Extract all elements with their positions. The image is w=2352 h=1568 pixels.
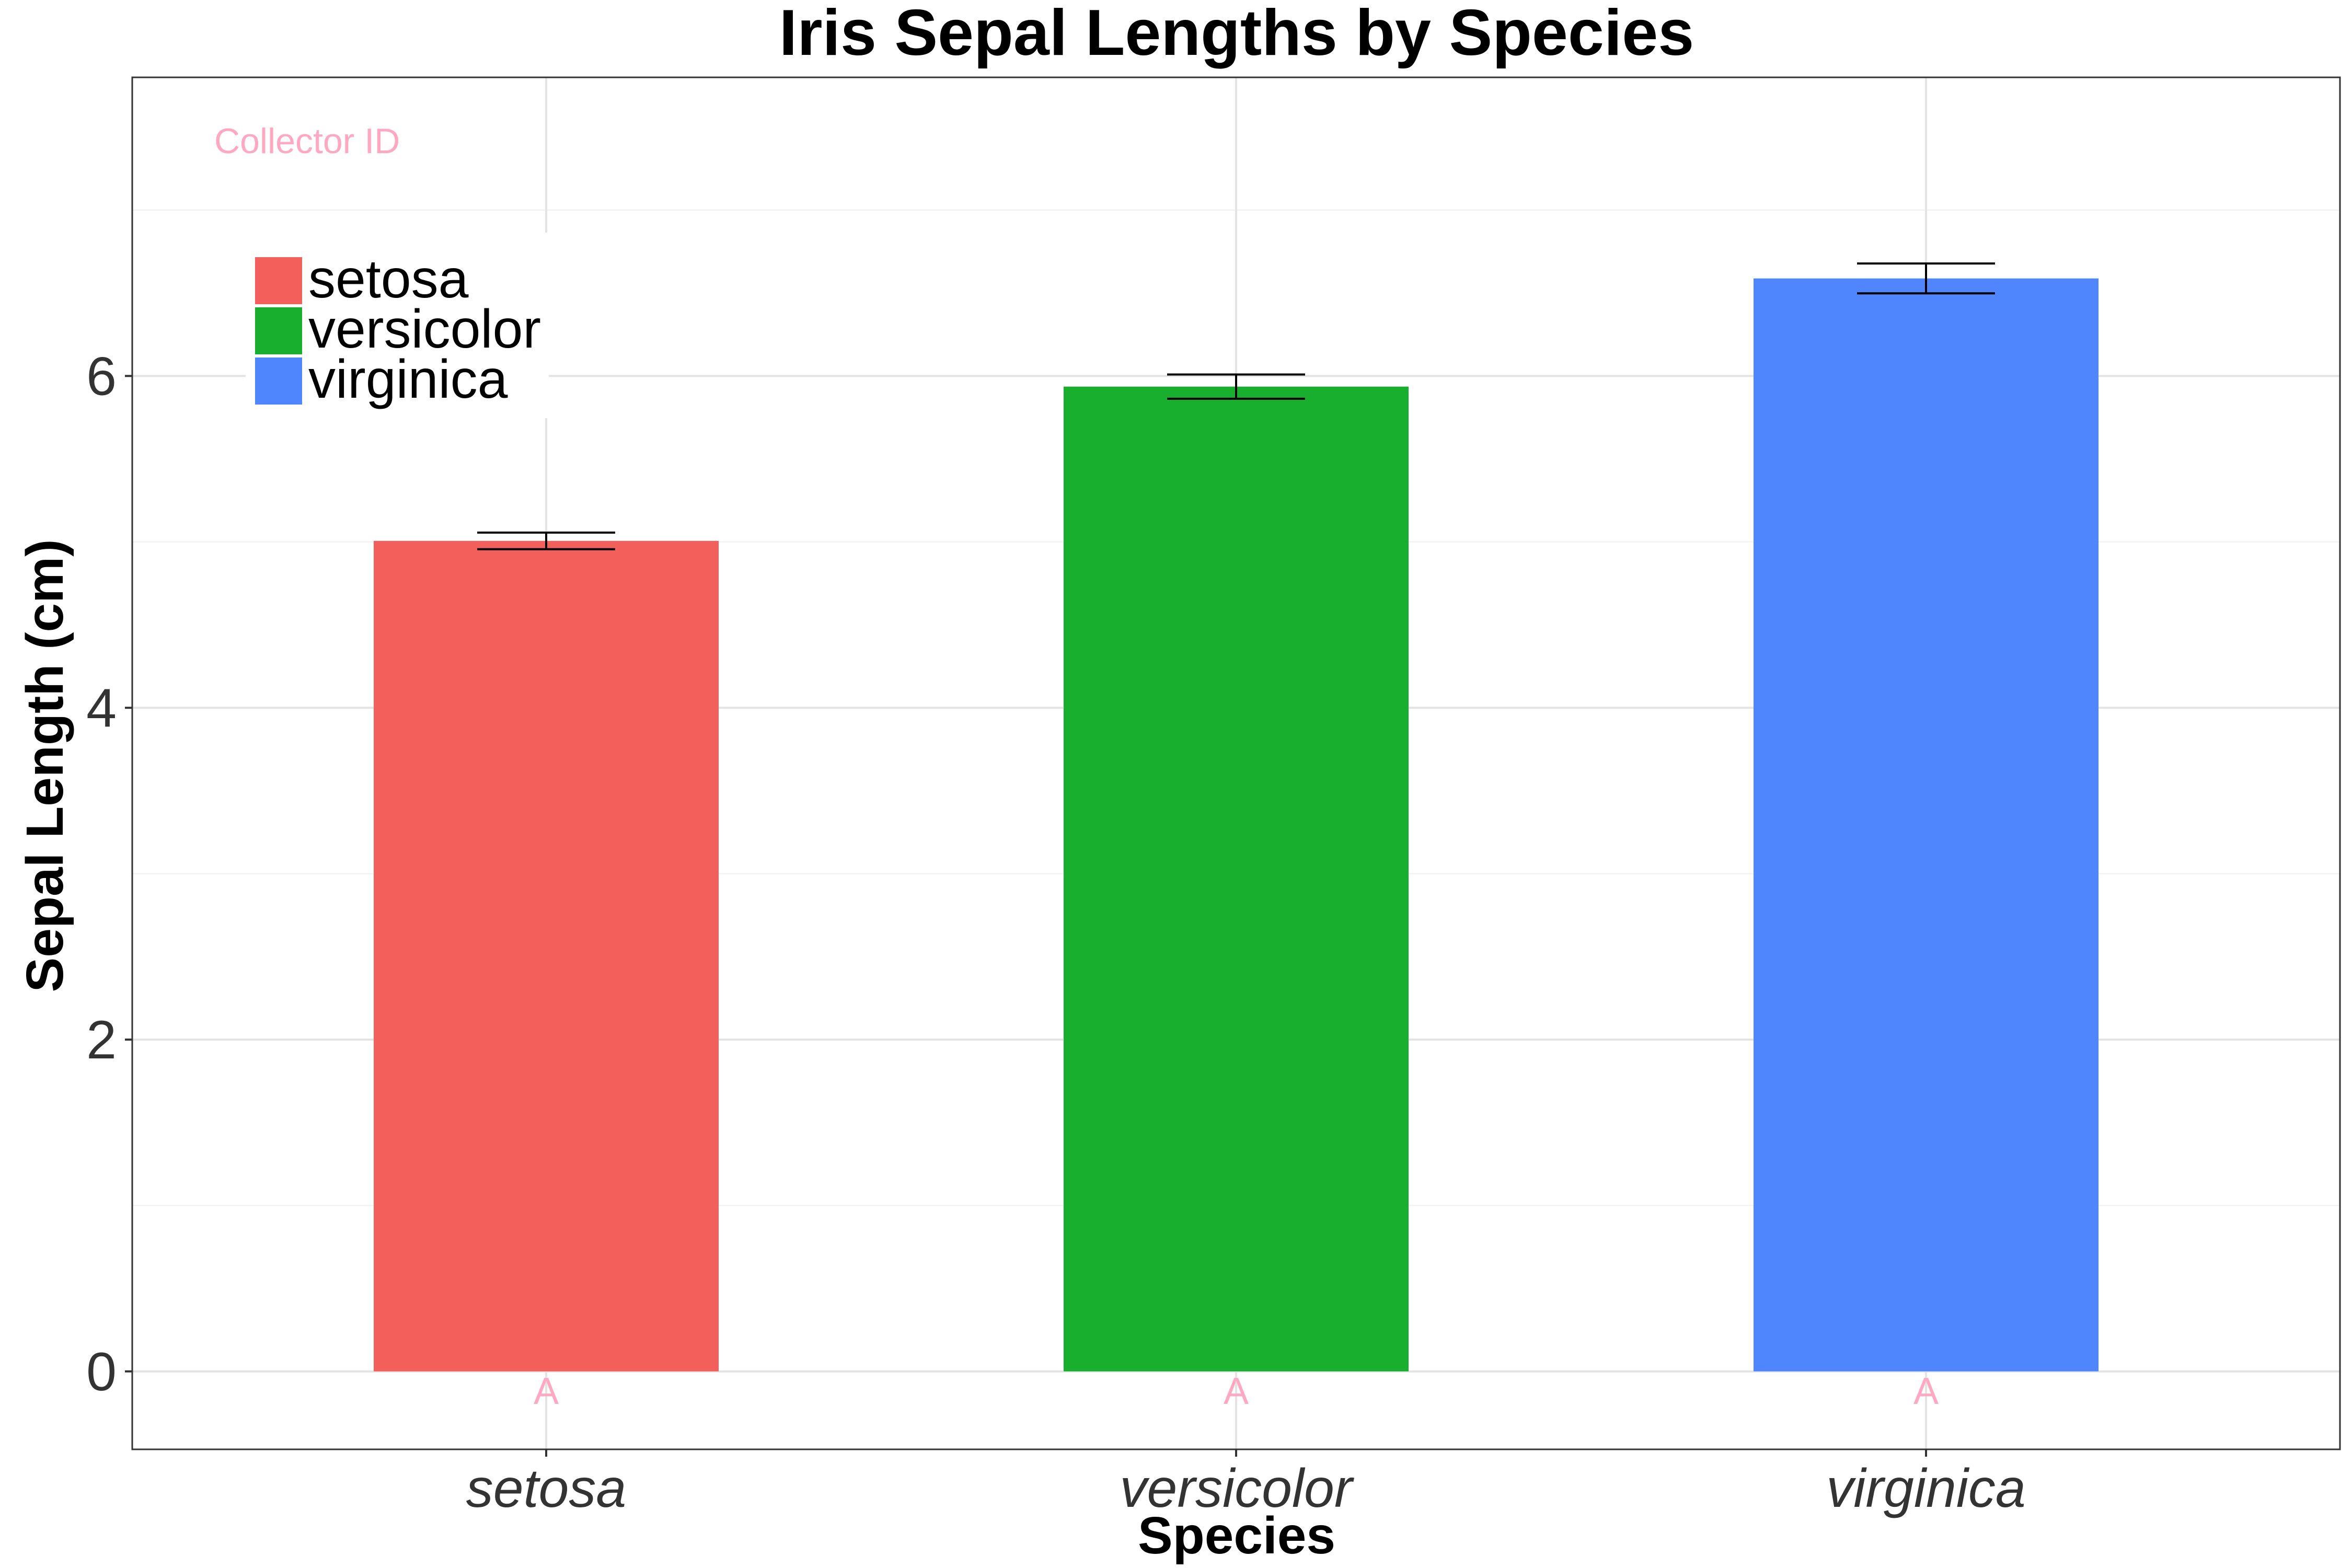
legend-label-versicolor: versicolor	[308, 299, 541, 360]
x-axis-title: Species	[1138, 1506, 1335, 1565]
bar-versicolor	[1064, 386, 1409, 1371]
y-tick-label: 6	[86, 346, 117, 407]
collector-id-annotation: Collector ID	[214, 121, 400, 161]
bar-label-setosa: A	[534, 1370, 559, 1412]
legend-label-virginica: virginica	[308, 349, 508, 410]
legend-swatch-setosa	[255, 257, 302, 304]
x-tick-label-versicolor: versicolor	[1120, 1458, 1355, 1519]
error-bar-virginica	[1857, 262, 1995, 295]
bar-virginica	[1754, 278, 2099, 1371]
bar-label-versicolor: A	[1224, 1370, 1249, 1412]
error-bar-versicolor	[1167, 373, 1305, 400]
chart-title: Iris Sepal Lengths by Species	[779, 0, 1694, 69]
bars	[374, 278, 2099, 1371]
error-bars	[477, 262, 1995, 550]
y-tick-label: 0	[86, 1342, 117, 1402]
x-tick-label-virginica: virginica	[1826, 1458, 2025, 1519]
y-axis-title: Sepal Length (cm)	[16, 539, 74, 993]
bar-setosa	[374, 540, 719, 1371]
legend-label-setosa: setosa	[308, 249, 469, 309]
legend-swatch-versicolor	[255, 307, 302, 354]
y-axis-ticks: 0 2 4 6	[86, 346, 132, 1402]
legend-swatch-virginica	[255, 358, 302, 405]
x-axis-ticks: setosa versicolor virginica	[466, 1449, 2026, 1519]
bar-label-virginica: A	[1913, 1370, 1939, 1412]
y-tick-label: 2	[86, 1010, 117, 1070]
y-tick-label: 4	[86, 678, 117, 739]
error-bar-setosa	[477, 531, 615, 550]
x-tick-label-setosa: setosa	[466, 1458, 626, 1519]
